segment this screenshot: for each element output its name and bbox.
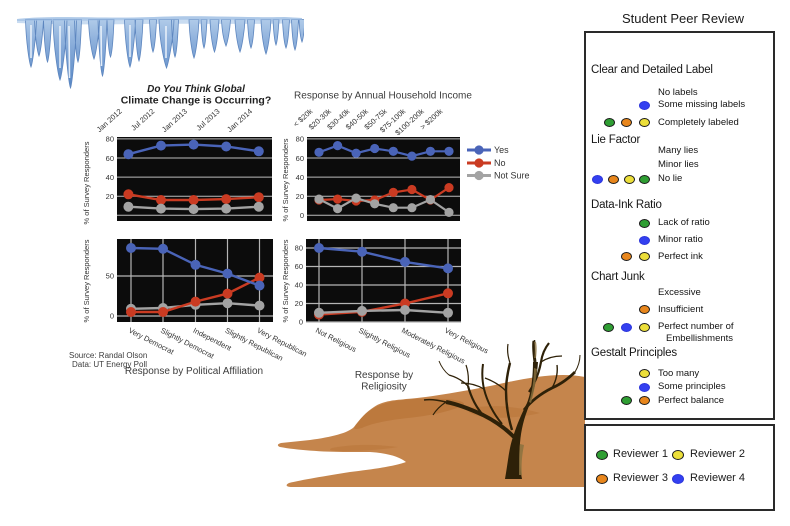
svg-text:No: No [494, 158, 506, 168]
svg-text:60: 60 [106, 154, 114, 163]
svg-text:20: 20 [295, 299, 303, 308]
svg-text:Response by: Response by [355, 370, 413, 381]
svg-text:Jan 2014: Jan 2014 [225, 107, 254, 134]
svg-text:Jan 2013: Jan 2013 [160, 107, 189, 134]
svg-text:% of Survey Responders: % of Survey Responders [281, 138, 290, 221]
svg-text:0: 0 [110, 312, 114, 321]
svg-text:0: 0 [300, 211, 304, 220]
svg-text:Not Sure: Not Sure [494, 171, 530, 181]
svg-text:% of Survey Responders: % of Survey Responders [82, 239, 91, 322]
svg-text:Religiosity: Religiosity [361, 382, 407, 393]
svg-text:80: 80 [296, 135, 304, 144]
svg-text:60: 60 [295, 262, 303, 271]
svg-text:40: 40 [296, 173, 304, 182]
svg-text:50: 50 [106, 272, 114, 281]
svg-text:60: 60 [296, 154, 304, 163]
svg-text:Do You Think Global: Do You Think Global [147, 84, 245, 95]
svg-text:% of Survey Responders: % of Survey Responders [82, 141, 91, 224]
svg-text:Data: UT Energy Poll: Data: UT Energy Poll [72, 360, 147, 369]
svg-text:Response by Annual Household I: Response by Annual Household Income [294, 91, 472, 102]
svg-text:80: 80 [106, 135, 114, 144]
svg-text:Jul 2012: Jul 2012 [129, 107, 156, 133]
svg-text:Jan 2012: Jan 2012 [95, 107, 124, 134]
svg-text:20: 20 [106, 192, 114, 201]
svg-text:Climate Change is Occurring?: Climate Change is Occurring? [121, 95, 272, 107]
svg-text:Source: Randal Olson: Source: Randal Olson [69, 351, 147, 360]
svg-text:Yes: Yes [494, 145, 509, 155]
svg-text:0: 0 [299, 318, 303, 327]
svg-text:% of Survey Responders: % of Survey Responders [281, 239, 290, 322]
svg-text:Jul 2013: Jul 2013 [194, 107, 221, 133]
svg-text:40: 40 [295, 281, 303, 290]
svg-text:80: 80 [295, 244, 303, 253]
svg-text:20: 20 [296, 192, 304, 201]
svg-text:Response by Political Affiliat: Response by Political Affiliation [125, 366, 263, 377]
svg-text:40: 40 [106, 173, 114, 182]
